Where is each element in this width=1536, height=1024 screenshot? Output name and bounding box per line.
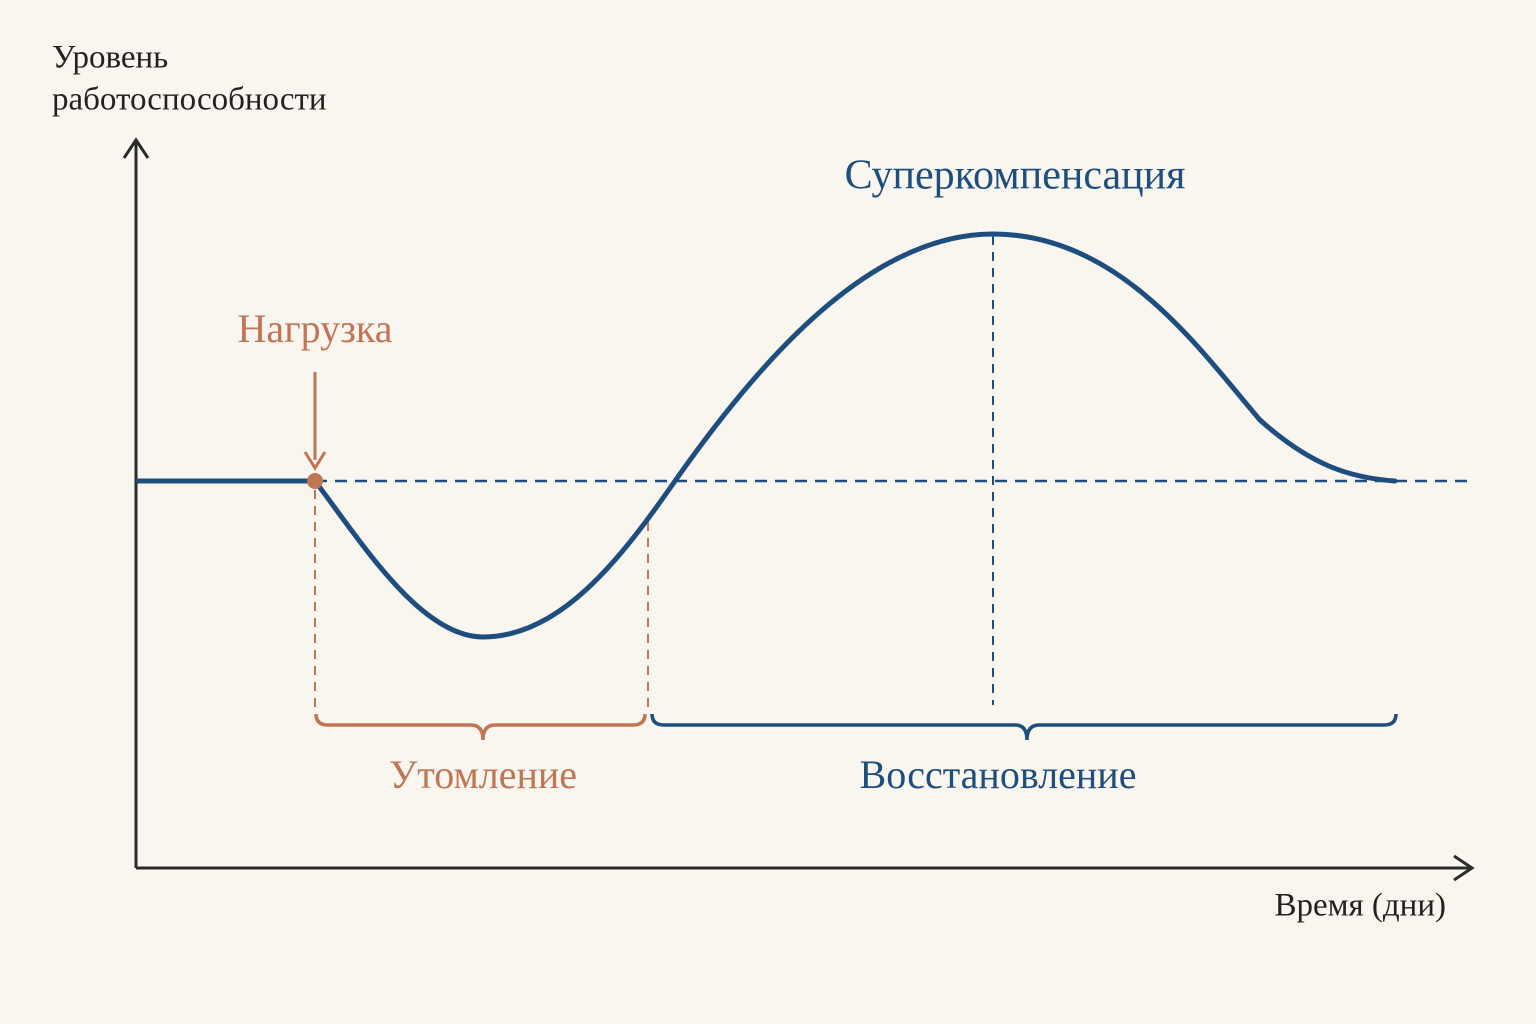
- fatigue-brace: [314, 713, 647, 741]
- recovery-brace: [650, 713, 1398, 741]
- y-axis-label: работоспособности: [52, 82, 327, 118]
- fatigue-label: Утомление: [389, 752, 577, 797]
- performance-curve: [135, 231, 1398, 640]
- x-axis-label: Время (дни): [1274, 888, 1446, 924]
- x-axis-arrow: [1453, 854, 1475, 882]
- load-label: Нагрузка: [238, 306, 393, 351]
- load-point: [307, 473, 323, 489]
- y-axis-arrow: [122, 137, 150, 159]
- load-arrow-head: [303, 451, 327, 471]
- y-axis-label: Уровень: [52, 40, 168, 76]
- recovery-label: Восстановление: [860, 752, 1137, 797]
- supercompensation-label: Суперкомпенсация: [845, 153, 1186, 199]
